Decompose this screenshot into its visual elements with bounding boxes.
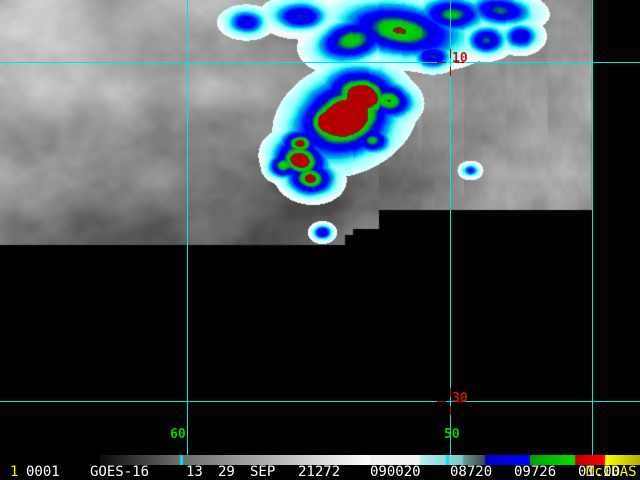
grid-parallel-1 [0, 401, 640, 402]
grid-latitude-label-1: 30 [452, 391, 468, 406]
grid-parallel-0 [0, 62, 640, 63]
crosshair-tick-v-1 [450, 388, 451, 397]
grid-longitude-label-0: 60 [170, 427, 186, 442]
status-bar: 1 McIDAS 0001 GOES-16 13 29 SEP 21272 090020 08… [0, 455, 640, 480]
color-enhancement-bar [0, 455, 640, 465]
crosshair-tick-v-0 [450, 67, 451, 76]
frame-number[interactable]: 1 [10, 464, 19, 480]
crosshair-tick-v-1 [450, 406, 451, 415]
status-satellite: GOES-16 [90, 464, 150, 480]
status-julian-date: 21272 [298, 464, 341, 480]
crosshair-tick-h-1 [455, 401, 464, 402]
status-sequence: 0001 [26, 464, 60, 480]
mcidas-brand-label: McIDAS [586, 464, 637, 480]
satellite-image[interactable] [0, 0, 640, 455]
satellite-image-viewport[interactable]: 60 50 10 30 [0, 0, 640, 455]
status-resolution: 01.00 [578, 464, 621, 480]
grid-longitude-label-1: 50 [444, 427, 460, 442]
status-time: 090020 [370, 464, 421, 480]
crosshair-tick-h-1 [437, 401, 446, 402]
crosshair-tick-h-0 [437, 62, 446, 63]
grid-meridian-1 [450, 0, 451, 455]
status-month: SEP [250, 464, 276, 480]
status-line: 08720 [450, 464, 493, 480]
grid-latitude-label-0: 10 [452, 51, 468, 66]
grid-meridian-2 [592, 0, 593, 455]
status-band: 13 [186, 464, 203, 480]
crosshair-tick-v-0 [450, 49, 451, 58]
status-element: 09726 [514, 464, 557, 480]
status-text-line: 1 McIDAS 0001 GOES-16 13 29 SEP 21272 090020 08… [0, 465, 640, 480]
grid-meridian-0 [187, 0, 188, 455]
crosshair-tick-h-0 [455, 62, 464, 63]
status-day: 29 [218, 464, 235, 480]
